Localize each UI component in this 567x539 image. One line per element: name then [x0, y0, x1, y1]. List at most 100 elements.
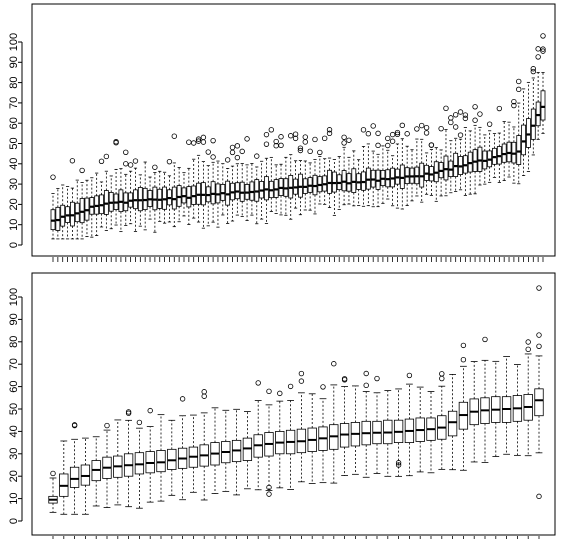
box-47	[273, 138, 279, 214]
box-52	[297, 145, 304, 216]
box-40	[239, 148, 245, 217]
outlier-point	[113, 140, 119, 146]
box-77	[419, 122, 425, 203]
outlier-point	[321, 135, 328, 142]
outlier-point	[69, 158, 76, 164]
outlier-point	[273, 138, 279, 145]
outlier-point	[210, 137, 216, 144]
box-28	[181, 172, 187, 217]
box-17	[127, 162, 134, 225]
outlier-point	[326, 127, 333, 133]
box-iqr	[327, 169, 332, 194]
outlier-point	[394, 131, 401, 138]
outlier-point	[406, 372, 413, 379]
outlier-point	[477, 111, 483, 117]
box-58	[326, 127, 333, 208]
outlier-point	[535, 46, 541, 52]
outlier-point	[438, 125, 444, 132]
box-22	[152, 164, 158, 233]
box-68	[375, 130, 381, 208]
box-iqr	[162, 186, 167, 210]
outlier-point	[263, 141, 270, 147]
box-63	[351, 150, 357, 207]
plot-frame	[31, 272, 556, 536]
box-45	[263, 131, 270, 224]
box-19	[137, 174, 143, 227]
outlier-point	[462, 112, 469, 118]
y-tick-label: 80	[8, 336, 20, 348]
box-2	[55, 188, 61, 240]
outlier-point	[297, 145, 304, 151]
outlier-point	[472, 104, 478, 110]
outlier-point	[132, 158, 139, 164]
box-15	[199, 389, 209, 501]
box-iqr	[69, 466, 80, 488]
outlier-point	[460, 357, 467, 363]
outlier-point	[389, 131, 396, 138]
box-iqr	[399, 164, 405, 189]
outlier-point	[152, 164, 158, 170]
box-98	[521, 88, 526, 176]
box-96	[511, 98, 517, 184]
outlier-point	[255, 380, 261, 386]
box-99	[526, 81, 531, 172]
box-46	[534, 285, 544, 500]
box-82	[443, 105, 449, 197]
box-33	[205, 149, 211, 227]
outlier-point	[278, 134, 284, 140]
outlier-point	[171, 133, 177, 139]
box-iqr	[540, 90, 546, 121]
outlier-point	[457, 109, 464, 115]
box-41	[480, 336, 490, 463]
box-iqr	[530, 108, 536, 140]
y-tick-label: 90	[8, 56, 20, 68]
plot-frame	[31, 3, 556, 257]
box-23	[157, 170, 163, 222]
outlier-point	[254, 153, 260, 159]
y-tick-label: 50	[8, 403, 20, 415]
outlier-point	[365, 131, 372, 137]
box-73	[399, 122, 406, 210]
box-13	[177, 396, 188, 501]
outlier-point	[292, 131, 299, 137]
box-iqr	[521, 124, 526, 156]
outlier-point	[302, 139, 308, 145]
outlier-point	[511, 102, 517, 109]
box-90	[482, 134, 488, 185]
outlier-point	[200, 139, 207, 145]
y-tick-label: 0	[8, 518, 20, 524]
y-tick-label: 20	[8, 198, 20, 210]
box-13	[108, 175, 114, 230]
box-iqr	[103, 190, 109, 215]
outlier-point	[540, 33, 546, 39]
box-16	[123, 149, 129, 226]
box-iqr	[288, 175, 294, 199]
box-35	[415, 386, 425, 473]
outlier-point	[374, 375, 380, 382]
box-45	[523, 339, 533, 457]
box-iqr	[298, 173, 303, 198]
box-iqr	[419, 162, 425, 188]
box-28	[339, 376, 350, 477]
outlier-point	[525, 346, 531, 353]
box-79	[428, 142, 435, 196]
box-97	[516, 78, 522, 185]
boxplot-panel-bottom: 0 10 20 30 40 50 60 70 80 90 100	[8, 272, 556, 539]
box-9	[134, 419, 145, 509]
box-4	[80, 437, 91, 515]
box-44	[259, 160, 265, 220]
outlier-point	[229, 149, 236, 156]
outlier-point	[423, 124, 430, 131]
outlier-point	[201, 393, 207, 399]
box-iqr	[210, 181, 216, 205]
box-14	[113, 139, 119, 226]
outlier-point	[103, 153, 110, 160]
box-61	[341, 134, 347, 206]
box-23	[285, 383, 296, 490]
box-42	[249, 162, 255, 216]
box-40	[469, 361, 479, 463]
box-48	[278, 134, 284, 216]
outlier-point	[423, 130, 430, 136]
outlier-point	[292, 135, 299, 142]
box-iqr	[137, 187, 143, 212]
